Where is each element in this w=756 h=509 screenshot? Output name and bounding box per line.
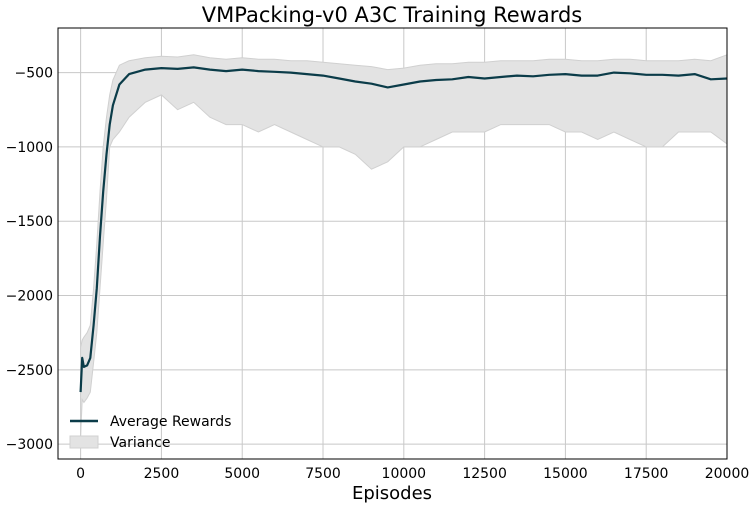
x-tick-label: 20000 — [705, 466, 750, 482]
x-tick-label: 10000 — [382, 466, 427, 482]
legend-label-average-rewards: Average Rewards — [110, 414, 231, 430]
y-tick-label: −1500 — [6, 214, 53, 230]
chart-title: VMPacking-v0 A3C Training Rewards — [202, 3, 582, 27]
x-tick-label: 5000 — [224, 466, 260, 482]
y-tick-label: −500 — [15, 66, 53, 82]
x-tick-label: 15000 — [543, 466, 588, 482]
x-axis-ticks: 0 2500 5000 7500 10000 12500 15000 17500 20000 — [76, 466, 749, 482]
x-tick-label: 2500 — [144, 466, 180, 482]
x-tick-label: 0 — [76, 466, 85, 482]
x-tick-label: 17500 — [624, 466, 669, 482]
x-tick-label: 7500 — [305, 466, 341, 482]
legend-label-variance: Variance — [110, 435, 170, 451]
y-tick-label: −3000 — [6, 437, 53, 453]
legend-band-swatch — [69, 435, 99, 449]
plot-frame — [57, 27, 728, 460]
x-axis-label: Episodes — [352, 483, 432, 504]
y-tick-label: −2500 — [6, 363, 53, 379]
legend: Average Rewards Variance — [69, 414, 231, 451]
average-rewards-series-line — [79, 66, 728, 393]
y-axis-ticks: −3000 −2500 −2000 −1500 −1000 −500 — [6, 66, 53, 454]
x-tick-label: 12500 — [462, 466, 507, 482]
y-tick-label: −2000 — [6, 289, 53, 305]
y-tick-label: −1000 — [6, 140, 53, 156]
average-rewards-line — [79, 66, 728, 393]
